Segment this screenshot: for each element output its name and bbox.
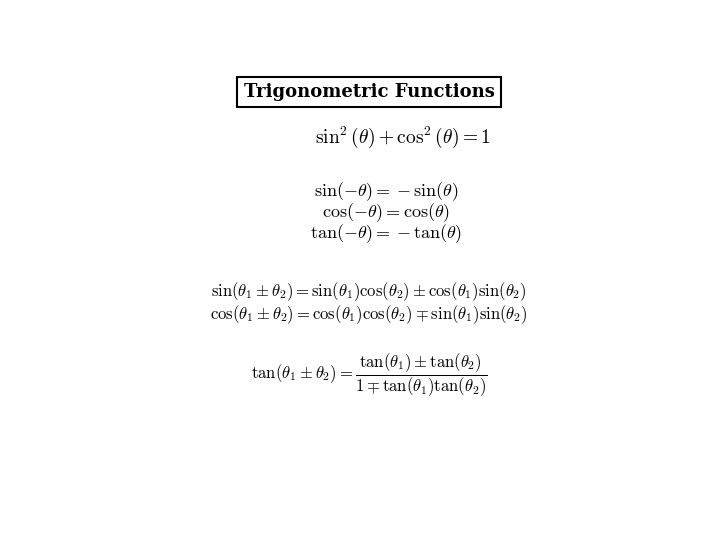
Text: $\sin(-\theta) = -\sin(\theta)$: $\sin(-\theta) = -\sin(\theta)$ xyxy=(314,180,458,203)
Text: $\sin^{2}(\theta) + \cos^{2}(\theta) = 1$: $\sin^{2}(\theta) + \cos^{2}(\theta) = 1… xyxy=(315,125,490,150)
Text: $\tan(\theta_1 \pm \theta_2) = \dfrac{\tan(\theta_1) \pm \tan(\theta_2)}{1 \mp \: $\tan(\theta_1 \pm \theta_2) = \dfrac{\t… xyxy=(251,351,487,398)
Text: Trigonometric Functions: Trigonometric Functions xyxy=(243,83,495,101)
Text: $\cos(\theta_1 \pm \theta_2) = \cos(\theta_1)\cos(\theta_2) \mp \sin(\theta_1)\s: $\cos(\theta_1 \pm \theta_2) = \cos(\the… xyxy=(210,303,528,326)
Text: $\tan(-\theta) = -\tan(\theta)$: $\tan(-\theta) = -\tan(\theta)$ xyxy=(310,222,462,245)
Text: $\cos(-\theta) = \cos(\theta)$: $\cos(-\theta) = \cos(\theta)$ xyxy=(322,201,450,224)
Text: $\sin(\theta_1 \pm \theta_2) = \sin(\theta_1)\cos(\theta_2) \pm \cos(\theta_1)\s: $\sin(\theta_1 \pm \theta_2) = \sin(\the… xyxy=(211,280,527,303)
